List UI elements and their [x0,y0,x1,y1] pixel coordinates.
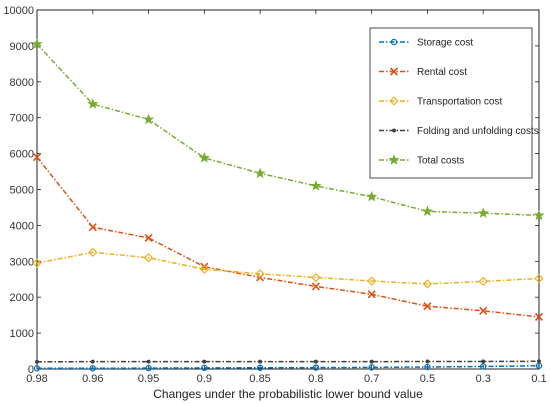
data-point-rental-cost [311,282,320,291]
x-tick-label: 0.8 [308,373,323,385]
y-tick-label: 7000 [10,113,34,125]
series-total-costs [31,38,545,221]
data-point-total-costs [87,98,99,109]
legend-marker [391,128,397,133]
data-point-storage-cost [256,364,264,371]
series-line-transportation-cost [36,251,540,285]
data-point-folding-and-unfolding-costs [369,359,374,364]
data-point-folding-and-unfolding-costs [202,359,207,364]
data-point-folding-and-unfolding-costs [536,359,542,364]
data-point-storage-cost [424,363,431,371]
data-point-rental-cost [534,312,544,322]
legend-label: Rental cost [417,67,467,78]
x-tick-label: 0.95 [138,373,159,385]
series-transportation-cost [32,247,544,289]
legend: Storage cost Rental cost Transportation co… [369,27,539,179]
data-point-rental-cost [367,290,376,299]
data-point-storage-cost [33,365,41,372]
data-point-folding-and-unfolding-costs [481,359,486,364]
data-point-folding-and-unfolding-costs [258,359,263,364]
data-point-rental-cost [423,302,432,311]
legend-marker [389,67,399,76]
x-tick-label: 0.7 [364,373,379,385]
data-point-rental-cost [144,233,153,243]
x-tick-label: 0.85 [249,373,270,385]
data-point-storage-cost [145,364,152,372]
data-point-total-costs [254,167,266,179]
data-point-total-costs [31,38,43,49]
data-point-folding-and-unfolding-costs [313,359,318,364]
data-point-transportation-cost [199,264,209,274]
y-tick-label: 0 [28,364,34,376]
legend-item-storage-cost: Storage cost [379,38,473,49]
legend-marker [390,38,398,46]
data-point-rental-cost [32,153,42,162]
data-point-transportation-cost [255,269,265,279]
legend-item-folding-and-unfolding-costs: Folding and unfolding costs [379,126,539,137]
y-tick-label: 4000 [10,220,34,232]
data-point-storage-cost [89,365,96,372]
data-point-transportation-cost [143,253,154,263]
legend-label: Storage cost [417,38,473,49]
series-line-total-costs [36,43,540,217]
data-point-total-costs [142,113,155,125]
legend-marker [388,154,400,165]
data-point-transportation-cost [478,276,488,287]
data-point-transportation-cost [534,273,544,284]
x-tick-label: 0.5 [420,373,435,385]
y-axis: 0 1000 2000 3000 4000 5000 6000 7000 8000 9000 100… [3,5,539,376]
x-tick-label: 0.9 [197,373,212,385]
y-tick-label: 5000 [10,185,34,197]
legend-item-transportation-cost: Transportation cost [379,96,502,108]
data-point-rental-cost [88,223,97,232]
data-point-total-costs [477,207,489,218]
data-point-transportation-cost [311,272,321,283]
data-point-storage-cost [480,363,487,370]
data-point-total-costs [421,205,434,217]
legend-box [369,27,533,179]
legend-label: Total costs [417,156,464,167]
data-point-total-costs [366,190,378,202]
data-point-rental-cost [479,306,488,315]
x-axis: 0.98 0.96 0.95 0.9 0.85 0.8 0.7 0.5 0.3 0.1 [26,10,547,385]
y-tick-label: 9000 [10,41,34,53]
x-tick-label: 0.98 [26,373,47,385]
y-tick-label: 10000 [3,5,34,17]
legend-item-rental-cost: Rental cost [379,67,467,78]
y-tick-label: 3000 [10,256,34,268]
data-point-folding-and-unfolding-costs [425,359,430,364]
series-storage-cost [33,362,543,372]
x-axis-label: Changes under the probabilistic lower bo… [153,387,423,401]
data-point-total-costs [533,209,545,221]
data-point-transportation-cost [422,279,433,289]
y-tick-label: 6000 [10,149,34,161]
data-point-transportation-cost [32,258,42,268]
x-tick-label: 0.1 [531,373,546,385]
y-tick-label: 2000 [10,292,34,304]
data-point-total-costs [198,152,210,163]
x-tick-label: 0.3 [476,373,491,385]
data-point-transportation-cost [367,276,377,286]
data-point-folding-and-unfolding-costs [146,359,151,364]
legend-item-total-costs: Total costs [379,154,464,167]
data-point-folding-and-unfolding-costs [34,359,40,364]
data-point-storage-cost [201,364,208,372]
data-point-total-costs [310,180,322,191]
legend-label: Transportation cost [417,97,502,108]
series-folding-and-unfolding-costs [34,359,542,364]
series-line-rental-cost [36,156,540,318]
data-point-transportation-cost [88,247,98,257]
legend-marker [389,96,399,106]
data-point-folding-and-unfolding-costs [90,359,95,364]
data-point-storage-cost [312,364,320,371]
x-tick-label: 0.96 [82,373,103,385]
y-tick-label: 1000 [10,328,34,340]
data-point-storage-cost [368,364,375,371]
y-tick-label: 8000 [10,77,34,89]
series-lines [31,38,545,372]
legend-label: Folding and unfolding costs [417,126,539,137]
